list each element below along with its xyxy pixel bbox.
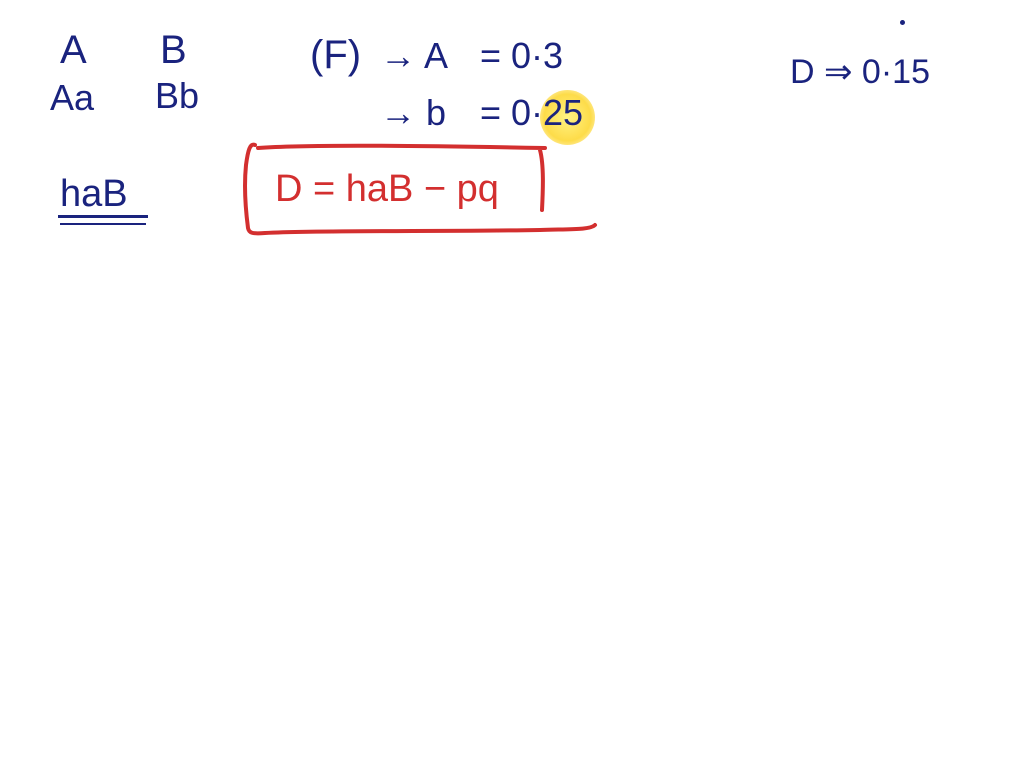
eq-A-value: = 0·3 [480,38,563,74]
formula-text: D = haB − pq [275,170,499,208]
stray-dot [900,20,905,25]
haB-underline-1 [58,215,148,218]
arrow-to-b: → b [380,95,446,131]
label-Aa: Aa [50,80,94,116]
arrow-to-A: → A [380,38,448,74]
label-F: (F) [310,35,361,75]
label-A: A [60,30,87,70]
label-haB: haB [60,175,128,213]
label-B: B [160,30,187,70]
D-implies-value: D ⇒ 0·15 [790,55,930,89]
whiteboard-canvas: A B Aa Bb (F) → A = 0·3 → b = 0·25 D ⇒ 0… [0,0,1024,768]
eq-b-value: = 0·25 [480,95,583,131]
label-Bb: Bb [155,78,199,114]
haB-underline-2 [60,223,146,225]
